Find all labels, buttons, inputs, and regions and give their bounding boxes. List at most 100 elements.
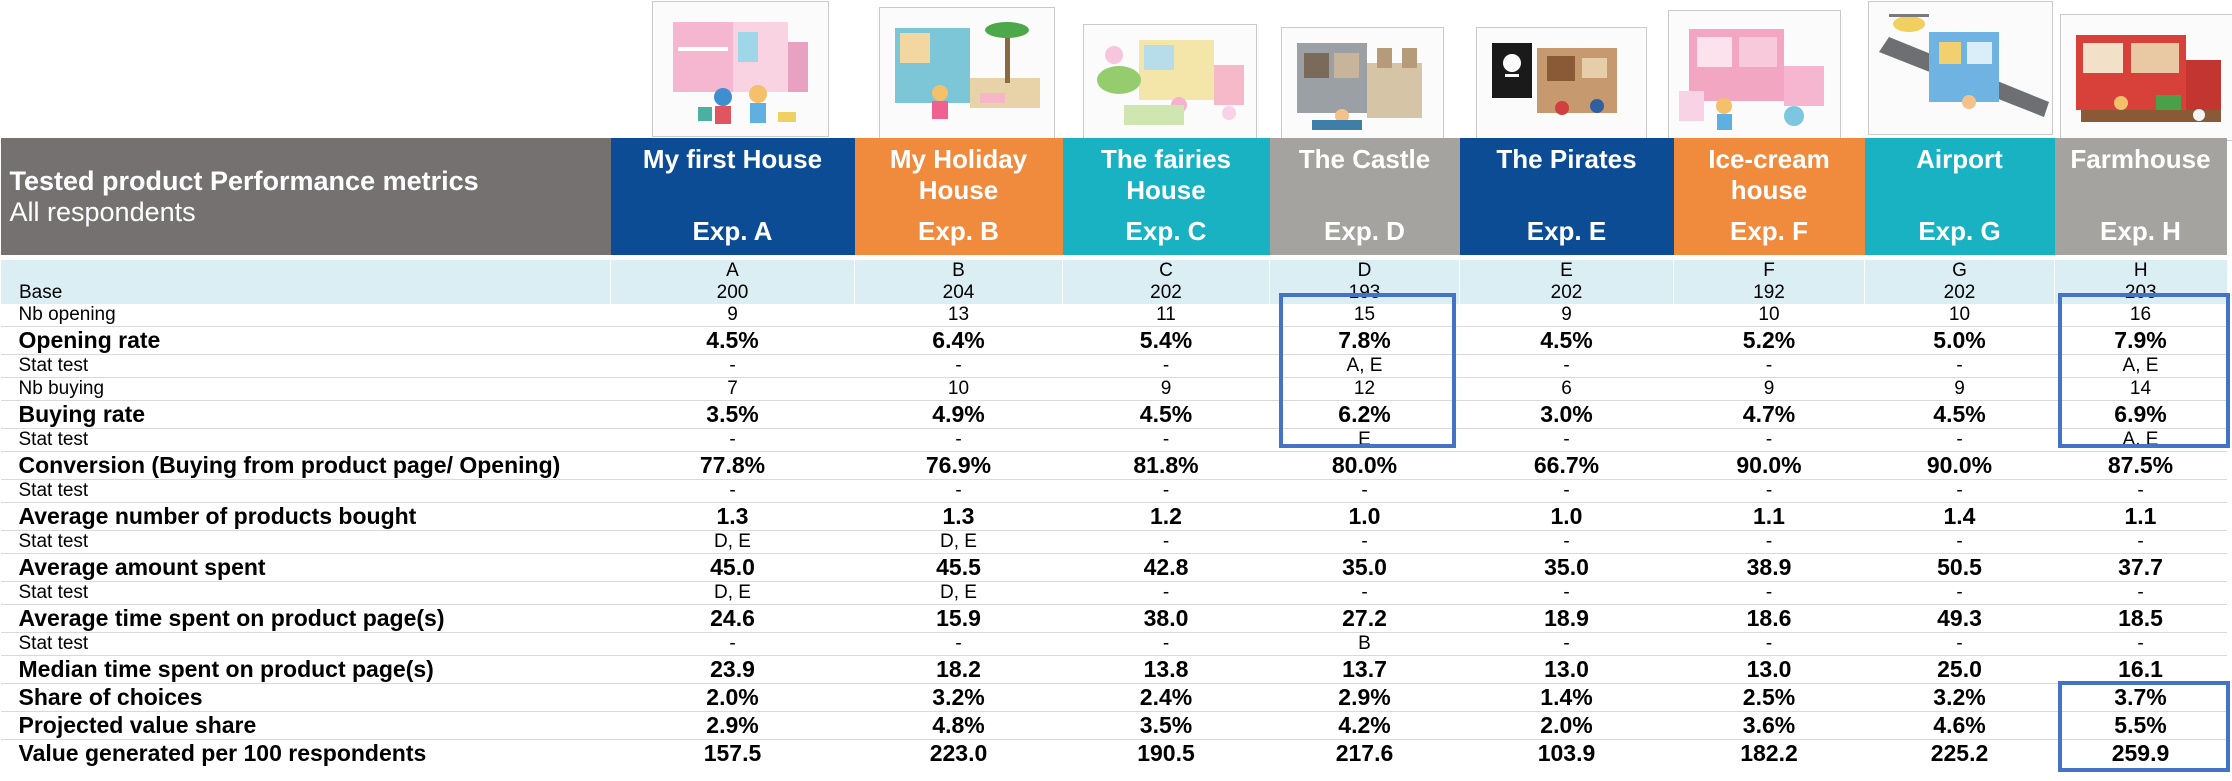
- table-row: Share of choices 2.0% 3.2% 2.4% 2.9% 1.4% 2.5%…: [0, 683, 2227, 712]
- table-cell: 38.9: [1673, 553, 1865, 582]
- row-label: Stat test: [0, 530, 611, 554]
- row-label: Opening rate: [0, 326, 611, 355]
- row-label: Value generated per 100 respondents: [18, 740, 427, 766]
- table-cell: 3.5%: [1062, 711, 1270, 740]
- row-label: Share of choices: [0, 683, 611, 712]
- table-cell: 217.6: [1335, 740, 1394, 766]
- table-cell: 5.2%: [1673, 326, 1865, 355]
- table-cell: -: [1864, 530, 2055, 554]
- highlight-box-farmhouse-shares: [2058, 681, 2230, 772]
- table-cell: -: [1062, 632, 1270, 656]
- table-cell: -: [2054, 581, 2227, 605]
- table-cell: -: [1673, 354, 1865, 378]
- table-cell: 2.0%: [1459, 711, 1674, 740]
- column-letter: H: [2054, 260, 2227, 282]
- table-row: Stat test - - - A, E - - - A, E: [0, 354, 2227, 378]
- table-cell: 90.0%: [1864, 451, 2055, 480]
- table-cell: 13.0: [1459, 655, 1674, 684]
- table-cell: 3.6%: [1673, 711, 1865, 740]
- product-exp-label: Exp. D: [1324, 216, 1405, 246]
- product-exp-label: Exp. C: [1125, 216, 1207, 246]
- table-cell: -: [1062, 530, 1270, 554]
- table-cell: 1.3: [610, 502, 855, 531]
- table-cell: 13.8: [1062, 655, 1270, 684]
- table-cell: 23.9: [610, 655, 855, 684]
- table-cell: -: [1864, 581, 2055, 605]
- table-row: Stat test - - - E - - - A, E: [0, 428, 2227, 452]
- highlight-box-farmhouse-rates: [2058, 293, 2230, 448]
- table-cell: 45.5: [854, 553, 1063, 582]
- table-cell: -: [1673, 632, 1865, 656]
- table-cell: 1.3: [854, 502, 1063, 531]
- table-cell: 4.5%: [1062, 400, 1270, 429]
- table-row: Projected value share 2.9% 4.8% 3.5% 4.2% 2.0…: [0, 711, 2227, 740]
- row-label: Conversion (Buying from product page/ Op…: [0, 451, 611, 480]
- column-letter: B: [854, 260, 1063, 282]
- table-cell: 4.5%: [610, 326, 855, 355]
- table-cell: 2.5%: [1673, 683, 1865, 712]
- table-cell: 9: [1062, 377, 1270, 401]
- product-exp-label: Exp. B: [918, 216, 999, 246]
- table-cell: 7.8%: [1269, 326, 1460, 355]
- table-cell: 203: [2054, 282, 2227, 304]
- table-cell: -: [1459, 428, 1674, 452]
- table-cell: 42.8: [1062, 553, 1270, 582]
- row-label: Projected value share: [0, 711, 611, 740]
- product-image-the-fairies-house: [1083, 24, 1257, 142]
- table-cell: -: [1459, 632, 1674, 656]
- table-cell: 7: [610, 377, 855, 401]
- table-cell: 90.0%: [1673, 451, 1865, 480]
- row-label: Base: [0, 282, 611, 304]
- product-name: The Pirates: [1496, 144, 1637, 174]
- product-header-1: My first House Exp. A: [610, 138, 855, 255]
- table-cell: -: [2054, 530, 2227, 554]
- product-header-3: The fairies House Exp. C: [1062, 138, 1270, 255]
- table-cell: 3.5%: [610, 400, 855, 429]
- table-cell: 16: [2054, 304, 2227, 327]
- table-cell: 45.0: [610, 553, 855, 582]
- product-image-farmhouse: [2060, 14, 2232, 141]
- table-cell: 76.9%: [854, 451, 1063, 480]
- table-title: Tested product Performance metrics: [9, 165, 479, 196]
- table-cell: 4.5%: [1864, 400, 2055, 429]
- table-cell: A, E: [1269, 354, 1460, 378]
- table-cell: 202: [1864, 282, 2055, 304]
- column-letter: A: [610, 260, 855, 282]
- table-subtitle: All respondents: [9, 196, 196, 227]
- table-cell: 2.9%: [1269, 683, 1460, 712]
- table-cell: 4.6%: [1864, 711, 2055, 740]
- table-cell: 13: [854, 304, 1063, 327]
- table-cell: 18.6: [1673, 604, 1865, 633]
- product-name: Ice-cream house: [1708, 144, 1830, 205]
- table-cell: -: [1673, 530, 1865, 554]
- product-header-8: Farmhouse Exp. H: [2054, 138, 2227, 255]
- table-cell: 6.9%: [2054, 400, 2227, 429]
- table-row: Stat test - - - B - - - -: [0, 632, 2227, 656]
- table-cell: 200: [610, 282, 855, 304]
- table-cell: D, E: [854, 581, 1063, 605]
- table-cell: 6: [1459, 377, 1674, 401]
- row-label: Stat test: [0, 479, 611, 503]
- product-exp-label: Exp. E: [1526, 216, 1607, 246]
- row-label: Average amount spent: [0, 553, 611, 582]
- table-cell: -: [1864, 632, 2055, 656]
- table-cell: 11: [1062, 304, 1270, 327]
- table-cell: -: [1062, 428, 1270, 452]
- header-row: Tested product Performance metrics All r…: [0, 138, 2227, 255]
- table-cell: -: [854, 632, 1063, 656]
- table-cell: 49.3: [1864, 604, 2055, 633]
- table-cell: 66.7%: [1459, 451, 1674, 480]
- table-cell: 1.2: [1062, 502, 1270, 531]
- table-cell: -: [1459, 581, 1674, 605]
- table-cell: 12: [1269, 377, 1460, 401]
- table-cell: 4.8%: [854, 711, 1063, 740]
- product-image-ice-cream-house: [1668, 10, 1841, 140]
- table-cell: 103.9: [1537, 740, 1596, 766]
- table-cell: -: [610, 479, 855, 503]
- table-cell: 25.0: [1864, 655, 2055, 684]
- table-cell: 5.0%: [1864, 326, 2055, 355]
- column-letter: G: [1864, 260, 2055, 282]
- table-cell: -: [1269, 479, 1460, 503]
- table-cell: -: [1459, 479, 1674, 503]
- product-name: The fairies House: [1100, 144, 1232, 205]
